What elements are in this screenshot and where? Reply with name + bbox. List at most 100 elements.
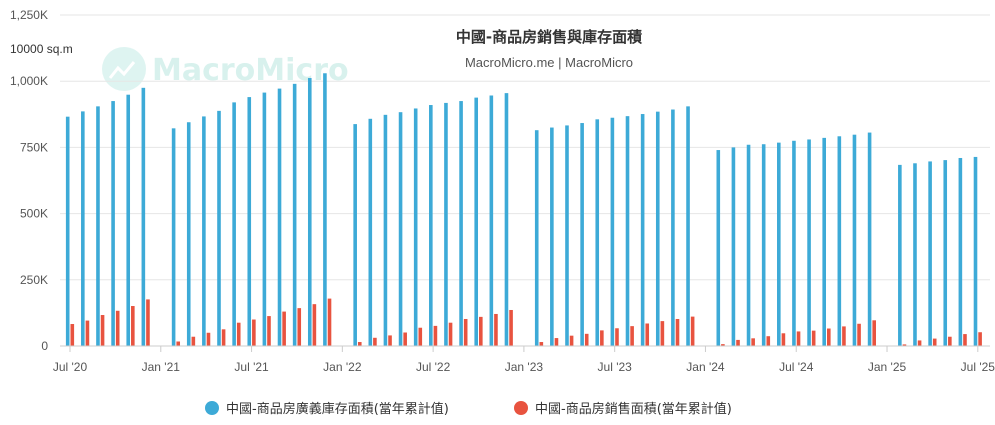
bar-inventory[interactable] xyxy=(323,73,327,346)
bar-sales[interactable] xyxy=(827,328,831,346)
bar-inventory[interactable] xyxy=(459,101,463,346)
bar-inventory[interactable] xyxy=(595,119,600,346)
bar-sales[interactable] xyxy=(131,306,135,346)
bar-sales[interactable] xyxy=(176,341,181,347)
bar-sales[interactable] xyxy=(963,334,967,346)
bar-inventory[interactable] xyxy=(247,97,252,346)
bar-sales[interactable] xyxy=(781,333,786,346)
bar-sales[interactable] xyxy=(660,321,665,346)
bar-sales[interactable] xyxy=(690,316,695,346)
bar-sales[interactable] xyxy=(433,325,438,346)
bar-sales[interactable] xyxy=(236,322,241,346)
bar-sales[interactable] xyxy=(115,310,120,346)
bar-sales[interactable] xyxy=(569,335,574,346)
bar-inventory[interactable] xyxy=(943,160,948,346)
bar-inventory[interactable] xyxy=(65,116,70,347)
bar-inventory[interactable] xyxy=(731,147,736,346)
bar-inventory[interactable] xyxy=(413,108,418,346)
bar-inventory[interactable] xyxy=(217,110,221,346)
bar-sales[interactable] xyxy=(267,316,271,346)
bar-sales[interactable] xyxy=(539,342,544,346)
bar-sales[interactable] xyxy=(811,330,816,346)
bar-sales[interactable] xyxy=(221,329,226,346)
bar-inventory[interactable] xyxy=(686,106,690,346)
bar-sales[interactable] xyxy=(978,332,982,346)
bar-inventory[interactable] xyxy=(580,123,584,346)
bar-inventory[interactable] xyxy=(640,114,645,346)
bar-sales[interactable] xyxy=(948,336,952,346)
bar-sales[interactable] xyxy=(842,326,846,346)
bar-inventory[interactable] xyxy=(898,164,902,346)
bar-inventory[interactable] xyxy=(186,122,191,347)
bar-sales[interactable] xyxy=(796,331,801,346)
bar-inventory[interactable] xyxy=(958,157,963,346)
bar-inventory[interactable] xyxy=(822,137,826,346)
bar-inventory[interactable] xyxy=(307,78,312,347)
bar-inventory[interactable] xyxy=(489,95,494,347)
bar-sales[interactable] xyxy=(857,323,861,346)
bar-inventory[interactable] xyxy=(550,127,554,346)
bar-inventory[interactable] xyxy=(277,88,282,347)
bar-sales[interactable] xyxy=(917,340,922,346)
bar-inventory[interactable] xyxy=(655,111,660,347)
bar-sales[interactable] xyxy=(100,315,105,346)
bar-sales[interactable] xyxy=(721,344,725,346)
bar-inventory[interactable] xyxy=(716,150,721,346)
bar-inventory[interactable] xyxy=(353,124,357,346)
bar-sales[interactable] xyxy=(554,338,559,346)
bar-sales[interactable] xyxy=(584,333,589,346)
bar-sales[interactable] xyxy=(282,311,286,346)
bar-inventory[interactable] xyxy=(913,163,917,346)
bar-sales[interactable] xyxy=(418,327,423,346)
bar-sales[interactable] xyxy=(615,328,619,346)
bar-inventory[interactable] xyxy=(565,125,569,346)
bar-inventory[interactable] xyxy=(429,105,433,346)
bar-sales[interactable] xyxy=(327,298,332,346)
legend-item-sales[interactable]: 中國-商品房銷售面積(當年累計值) xyxy=(514,401,732,417)
bar-inventory[interactable] xyxy=(111,101,115,346)
bar-inventory[interactable] xyxy=(837,136,842,346)
bar-inventory[interactable] xyxy=(398,112,403,347)
legend-item-inventory[interactable]: 中國-商品房廣義庫存面積(當年累計值) xyxy=(205,401,449,417)
bar-sales[interactable] xyxy=(373,337,377,346)
bar-inventory[interactable] xyxy=(262,92,267,346)
bar-inventory[interactable] xyxy=(807,139,811,346)
bar-inventory[interactable] xyxy=(792,140,796,346)
bar-inventory[interactable] xyxy=(171,128,176,346)
bar-inventory[interactable] xyxy=(867,132,872,346)
bar-sales[interactable] xyxy=(902,344,907,346)
bar-sales[interactable] xyxy=(191,336,196,346)
bar-inventory[interactable] xyxy=(141,87,146,346)
bar-sales[interactable] xyxy=(872,320,876,346)
bar-sales[interactable] xyxy=(448,322,453,346)
bar-sales[interactable] xyxy=(509,309,513,346)
bar-inventory[interactable] xyxy=(610,117,615,347)
bar-inventory[interactable] xyxy=(777,142,781,346)
bar-sales[interactable] xyxy=(494,313,498,346)
bar-sales[interactable] xyxy=(736,339,740,346)
bar-inventory[interactable] xyxy=(671,109,675,346)
bar-inventory[interactable] xyxy=(928,161,932,346)
bar-sales[interactable] xyxy=(70,324,75,346)
bar-sales[interactable] xyxy=(388,335,392,346)
bar-sales[interactable] xyxy=(297,308,302,346)
bar-sales[interactable] xyxy=(751,338,755,346)
bar-sales[interactable] xyxy=(206,332,211,346)
bar-inventory[interactable] xyxy=(96,106,100,346)
bar-inventory[interactable] xyxy=(746,144,751,346)
bar-inventory[interactable] xyxy=(504,93,509,347)
bar-sales[interactable] xyxy=(463,318,468,346)
bar-sales[interactable] xyxy=(146,299,150,346)
bar-inventory[interactable] xyxy=(474,97,479,347)
bar-inventory[interactable] xyxy=(126,94,131,346)
bar-sales[interactable] xyxy=(312,304,317,346)
bar-sales[interactable] xyxy=(357,342,362,346)
bar-inventory[interactable] xyxy=(383,114,388,346)
bar-inventory[interactable] xyxy=(368,118,373,346)
bar-sales[interactable] xyxy=(479,316,483,346)
bar-sales[interactable] xyxy=(403,332,407,347)
bar-inventory[interactable] xyxy=(852,134,857,346)
bar-sales[interactable] xyxy=(675,318,680,346)
bar-inventory[interactable] xyxy=(444,102,448,346)
bar-sales[interactable] xyxy=(645,323,650,346)
